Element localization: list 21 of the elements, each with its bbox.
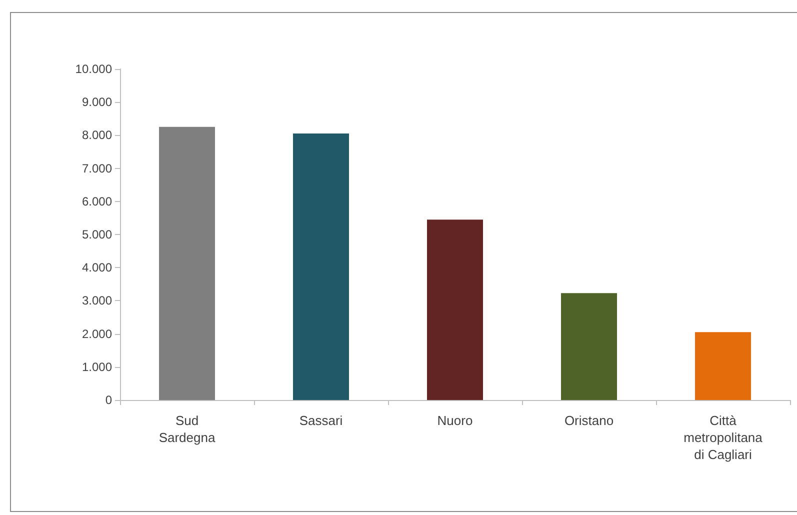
- bar: [561, 293, 617, 400]
- y-tick-label: 1.000: [82, 360, 112, 374]
- y-tick-label: 7.000: [82, 161, 112, 176]
- y-tick-label: 0: [105, 393, 112, 407]
- bar: [293, 134, 349, 400]
- x-tick-label: Nuoro: [437, 413, 473, 428]
- x-tick-label: Oristano: [564, 413, 614, 428]
- x-tick-label: Città metropolitana di Cagliari: [684, 413, 764, 462]
- x-tick-label: Sud Sardegna: [158, 413, 216, 445]
- y-tick-label: 4.000: [82, 260, 112, 275]
- bar: [427, 220, 483, 400]
- y-tick-label: 5.000: [82, 228, 112, 242]
- y-tick-label: 10.000: [75, 62, 112, 76]
- bar: [159, 126, 215, 400]
- y-tick-label: 8.000: [82, 128, 112, 142]
- y-tick-label: 9.000: [82, 95, 112, 110]
- y-tick-label: 6.000: [82, 194, 112, 208]
- y-tick-label: 2.000: [82, 326, 112, 341]
- y-tick-label: 3.000: [82, 294, 112, 308]
- bar: [695, 332, 751, 400]
- x-tick-label: Sassari: [299, 413, 343, 428]
